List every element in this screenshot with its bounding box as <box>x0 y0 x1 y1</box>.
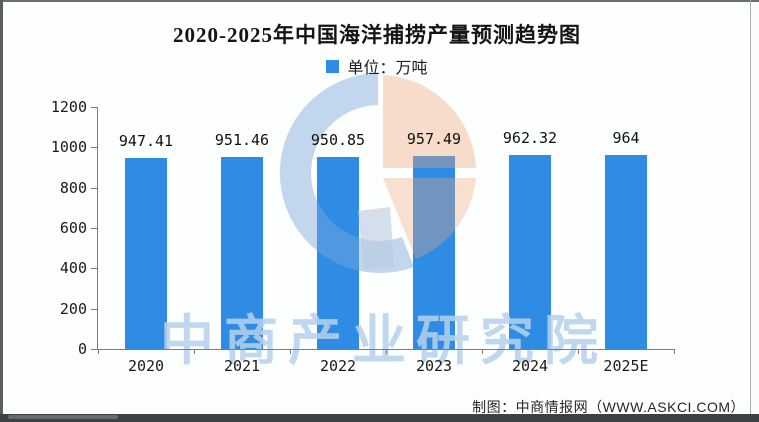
bar <box>509 154 551 349</box>
bar-value-label: 951.46 <box>214 131 270 150</box>
y-axis-label: 200 <box>59 299 87 318</box>
bar-value-label: 962.32 <box>502 128 558 147</box>
logo-quarter-bottom-right <box>383 178 476 259</box>
bar-value-label: 947.41 <box>118 131 174 150</box>
bar <box>605 154 647 349</box>
y-axis-label: 1000 <box>50 138 87 157</box>
chart-title: 2020-2025年中国海洋捕捞产量预测趋势图 <box>173 23 581 47</box>
bar-value-label: 957.49 <box>406 129 462 148</box>
logo-quarter-top-right <box>383 75 476 168</box>
y-tick <box>91 187 97 189</box>
x-tick <box>482 350 483 354</box>
logo-tip <box>358 207 394 269</box>
source-caption: 制图：中商情报网（WWW.ASKCI.COM） <box>472 399 745 415</box>
bar <box>125 157 167 349</box>
x-tick <box>674 350 675 354</box>
y-axis-label: 800 <box>59 178 87 197</box>
x-axis-label: 2020 <box>127 357 165 375</box>
bar-value-label: 964 <box>612 128 640 147</box>
askci-logo-watermark <box>279 73 476 273</box>
y-tick <box>91 107 97 108</box>
x-axis-line <box>97 349 675 350</box>
bar-value-label: 950.85 <box>310 131 366 150</box>
y-axis-label: 600 <box>59 219 87 237</box>
logo-ring <box>279 73 414 273</box>
text-watermark: 中商产业研究院 <box>160 311 608 371</box>
y-tick <box>91 308 97 310</box>
y-tick <box>91 147 97 149</box>
bar <box>221 157 263 349</box>
y-tick <box>91 268 97 270</box>
y-axis-line <box>97 107 98 349</box>
x-axis-label: 2023 <box>415 357 453 375</box>
bar <box>317 157 359 349</box>
legend-label: 单位：万吨 <box>347 60 428 77</box>
x-tick <box>290 350 291 354</box>
x-axis-label: 2025E <box>603 357 649 375</box>
frame-right-border <box>750 0 751 422</box>
x-tick <box>194 350 195 354</box>
frame-top-border <box>0 0 759 2</box>
y-axis-label: 0 <box>77 340 87 358</box>
y-axis-label: 400 <box>59 259 87 278</box>
y-tick <box>91 228 97 229</box>
legend-color-swatch <box>326 59 340 73</box>
bar <box>413 155 455 349</box>
chart-legend: 单位：万吨 <box>3 54 751 78</box>
y-axis-label: 1200 <box>50 98 87 116</box>
y-tick <box>91 349 97 350</box>
frame-left-border <box>0 0 3 422</box>
frame-bottom-bar <box>0 414 759 422</box>
frame-bottom-chip <box>8 415 118 419</box>
x-axis-label: 2022 <box>319 357 357 375</box>
x-axis-label: 2024 <box>511 357 549 375</box>
x-tick <box>98 350 99 354</box>
x-axis-label: 2021 <box>223 357 261 375</box>
frame-right-strip <box>751 0 759 422</box>
x-tick <box>578 350 579 354</box>
x-tick <box>386 350 387 354</box>
